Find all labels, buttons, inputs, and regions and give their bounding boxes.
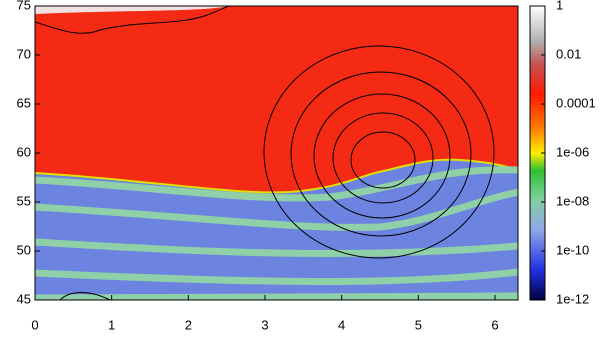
heatmap-field xyxy=(35,6,518,300)
colorbar-tick-label: 1e-10 xyxy=(556,242,589,257)
y-tick-label: 45 xyxy=(17,291,31,306)
colorbar-tick-label: 1e-06 xyxy=(556,144,589,159)
x-tick-label: 4 xyxy=(338,317,345,332)
y-tick-label: 75 xyxy=(17,0,31,12)
colorbar-tick-label: 0.01 xyxy=(556,46,581,61)
y-tick-label: 60 xyxy=(17,144,31,159)
x-tick-label: 0 xyxy=(31,317,38,332)
x-tick-label: 5 xyxy=(415,317,422,332)
y-tick-label: 65 xyxy=(17,95,31,110)
x-tick-label: 2 xyxy=(185,317,192,332)
x-tick-label: 6 xyxy=(491,317,498,332)
x-tick-label: 1 xyxy=(108,317,115,332)
colorbar-tick-label: 1e-08 xyxy=(556,193,589,208)
y-tick-label: 55 xyxy=(17,193,31,208)
y-tick-label: 50 xyxy=(17,242,31,257)
x-tick-label: 3 xyxy=(261,317,268,332)
y-tick-label: 70 xyxy=(17,46,31,61)
colorbar-tick-label: 1e-12 xyxy=(556,291,589,306)
colorbar-tick-label: 0.0001 xyxy=(556,95,596,110)
colorbar-tick-label: 1 xyxy=(556,0,563,12)
